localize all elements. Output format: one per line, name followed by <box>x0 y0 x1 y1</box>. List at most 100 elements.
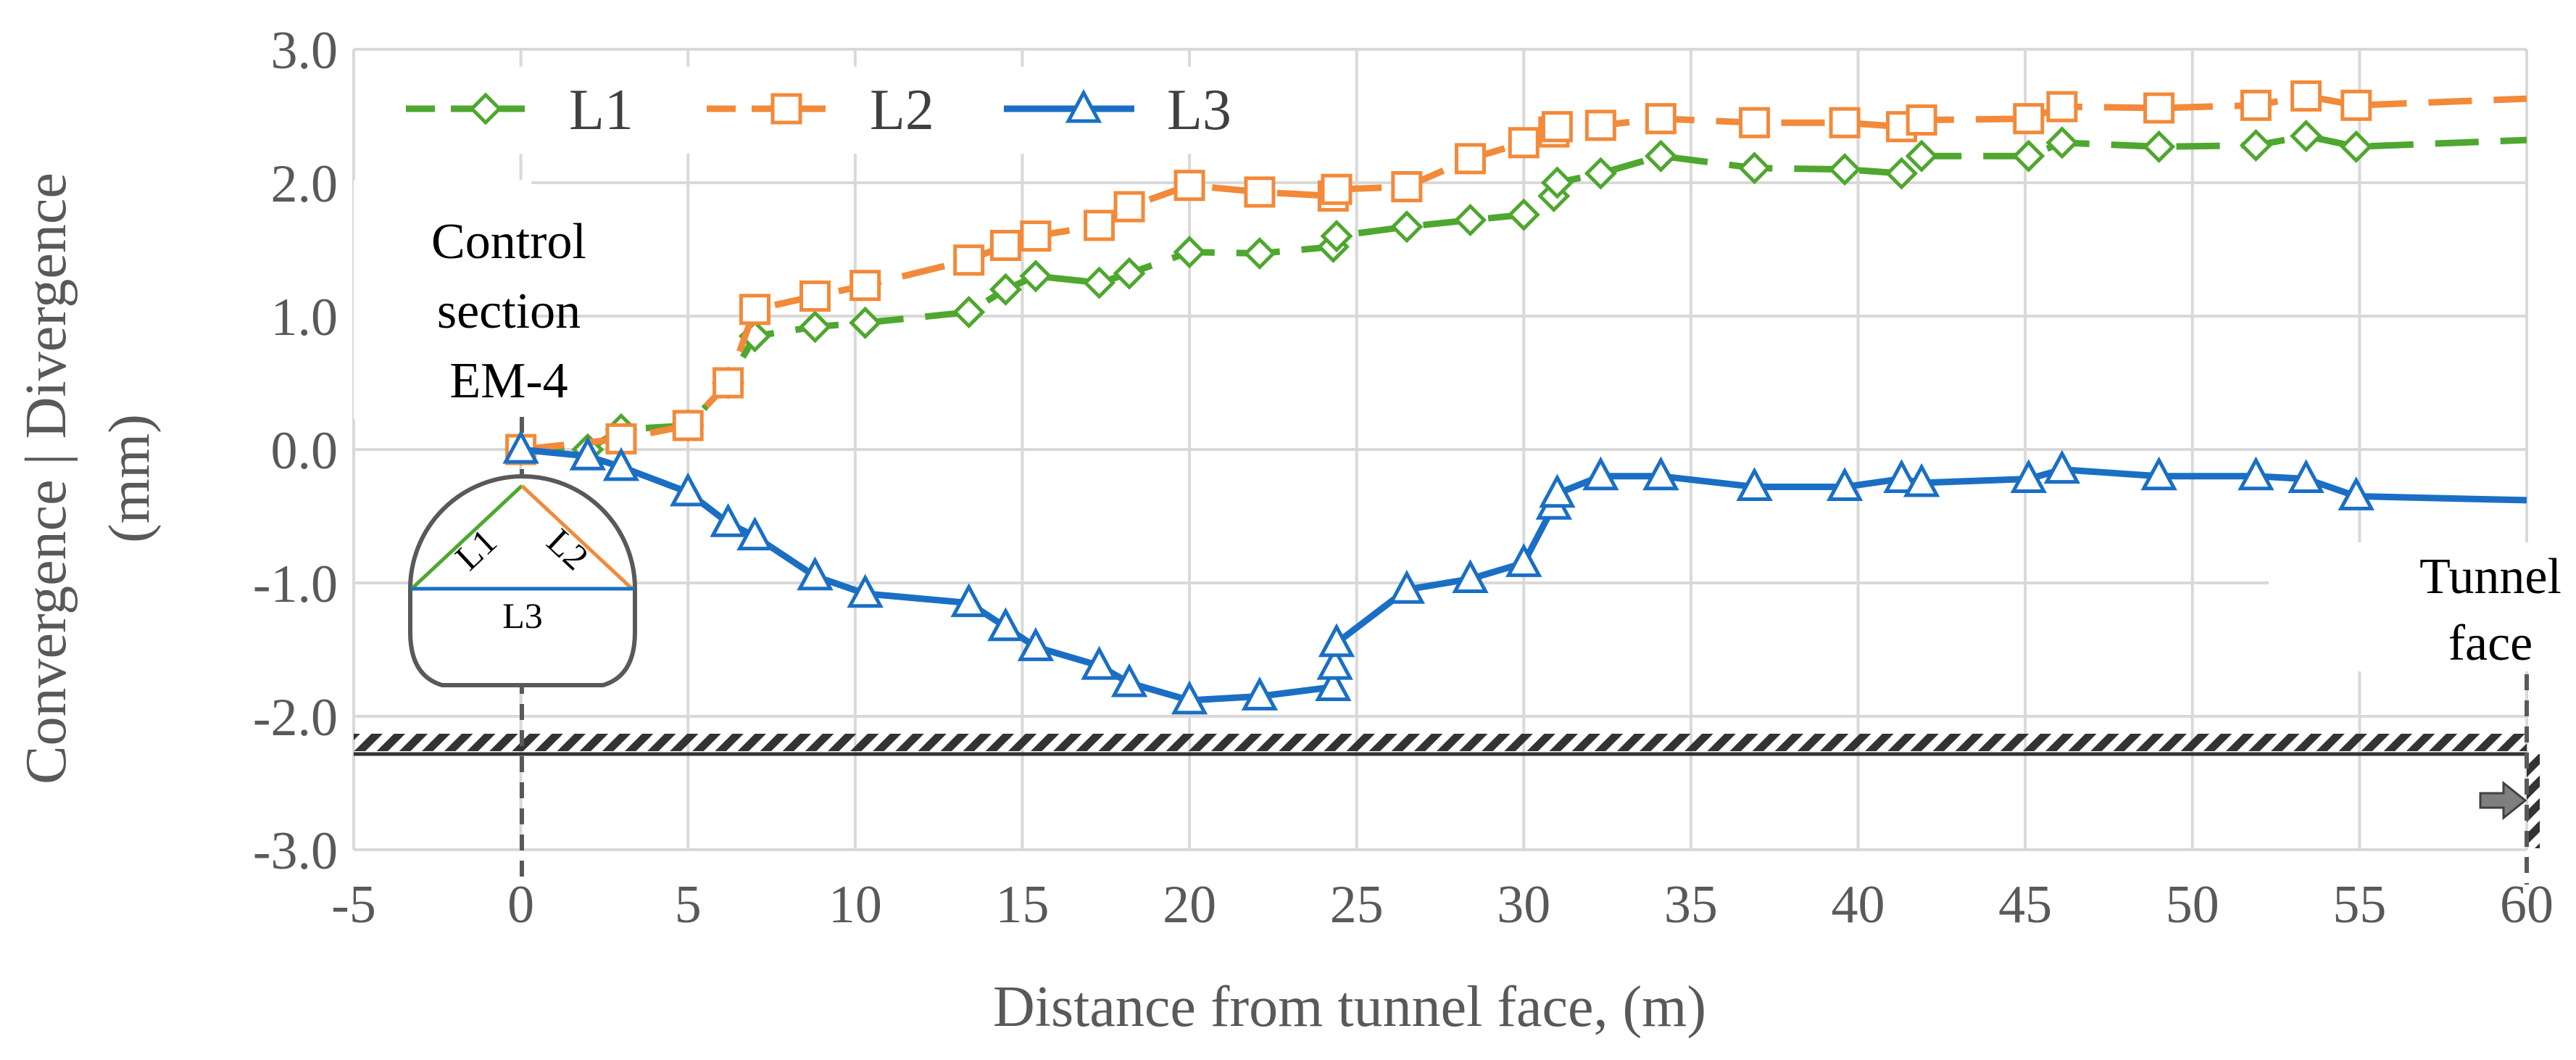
data-point-l1 <box>1173 236 1206 269</box>
data-point-l2 <box>1541 111 1573 143</box>
y-tick-label: -2.0 <box>253 688 338 748</box>
x-tick-label: 20 <box>1163 875 1216 935</box>
data-point-l2 <box>2046 91 2078 123</box>
legend-marker-l2 <box>770 93 802 125</box>
data-point-l3 <box>1318 623 1355 658</box>
data-point-l2 <box>1244 176 1276 208</box>
data-point-l3 <box>1452 559 1489 593</box>
data-point-l3 <box>1883 459 1920 493</box>
y-tick-label: 2.0 <box>271 154 338 214</box>
x-tick-label: 0 <box>507 875 534 935</box>
data-point-l3 <box>2140 456 2177 491</box>
data-point-l3 <box>1316 645 1353 680</box>
data-point-l1 <box>2239 128 2272 162</box>
y-axis-ticks: 3.0 2.0 1.0 0.0 -1.0 -2.0 -3.0 <box>253 21 338 881</box>
data-point-l2 <box>2143 92 2175 124</box>
y-tick-label: 0.0 <box>271 421 338 481</box>
tunnel-hatch-strip <box>354 734 2527 751</box>
data-point-l2 <box>1391 171 1423 203</box>
tunnel-face-hatch <box>2527 754 2540 848</box>
data-point-l3 <box>950 583 987 618</box>
data-point-l2 <box>1020 220 1052 252</box>
data-point-l3 <box>1642 456 1679 491</box>
data-point-l3 <box>2043 450 2081 484</box>
x-tick-label: 15 <box>995 875 1049 935</box>
data-point-l1 <box>1540 166 1574 199</box>
x-tick-label: 55 <box>2332 875 2386 935</box>
data-point-l1 <box>1453 203 1487 237</box>
data-point-l2 <box>2240 89 2272 121</box>
data-point-l1 <box>1584 157 1617 190</box>
data-point-l2 <box>1645 103 1677 135</box>
data-point-l2 <box>2340 89 2372 121</box>
y-tick-label: 3.0 <box>271 21 338 80</box>
section-label-l3: L3 <box>502 595 543 636</box>
data-point-l3 <box>1505 543 1542 577</box>
x-axis-ticks: -5 0 5 10 15 20 25 30 35 40 45 50 55 60 <box>331 875 2554 935</box>
tunnel-face-label-line2: face <box>2448 616 2533 671</box>
y-axis-title-line1: Convergence | Divergence <box>14 173 78 784</box>
data-point-l2 <box>989 229 1021 261</box>
data-point-l3 <box>1582 456 1619 491</box>
control-section-label-line2: section <box>437 283 581 339</box>
data-point-l1 <box>1113 257 1146 290</box>
data-point-l3 <box>1081 645 1118 680</box>
data-point-l1 <box>1885 157 1919 190</box>
series-layer <box>502 80 2527 715</box>
data-point-l1 <box>1083 266 1116 299</box>
data-point-l3 <box>710 502 747 537</box>
series-line-l2 <box>520 92 2527 453</box>
tunnel-cross-section-icon: L1 L2 L3 <box>408 474 637 687</box>
data-point-l1 <box>1905 139 1938 173</box>
data-point-l3 <box>1110 663 1148 697</box>
x-tick-label: 30 <box>1497 875 1550 935</box>
data-point-l1 <box>1320 220 1353 253</box>
legend-label-l1: L1 <box>569 78 633 142</box>
data-point-l2 <box>1084 210 1115 241</box>
data-point-l2 <box>712 367 744 399</box>
data-point-l2 <box>799 280 831 312</box>
y-axis-title-line2: (mm) <box>98 414 162 543</box>
data-point-l1 <box>1019 260 1052 293</box>
legend: L1 L2 L3 <box>406 78 1231 142</box>
data-point-l1 <box>2290 120 2323 153</box>
data-point-l1 <box>1507 198 1540 231</box>
data-point-l2 <box>739 294 770 326</box>
data-point-l3 <box>847 574 884 608</box>
data-point-l3 <box>1736 467 1773 502</box>
data-point-l3 <box>602 447 640 481</box>
y-tick-label: -3.0 <box>253 821 338 881</box>
advance-arrow-icon <box>2479 780 2527 821</box>
tunnel-outline <box>408 474 637 687</box>
data-point-l1 <box>2143 130 2176 163</box>
data-point-l3 <box>1017 627 1055 661</box>
data-point-l1 <box>1243 236 1276 270</box>
data-point-l1 <box>849 306 882 339</box>
data-point-l3 <box>1315 667 1352 702</box>
data-point-l3 <box>1171 680 1208 715</box>
data-point-l3 <box>1241 676 1279 711</box>
data-point-l1 <box>2012 139 2045 173</box>
data-point-l2 <box>1455 143 1487 175</box>
x-tick-label: 25 <box>1330 875 1384 935</box>
control-section-label-bg <box>354 180 531 419</box>
data-point-l2 <box>1508 127 1540 159</box>
x-axis-title: Distance from tunnel face, (m) <box>993 975 1706 1039</box>
data-point-l1 <box>2340 130 2373 163</box>
data-point-l1 <box>798 310 832 344</box>
legend-label-l3: L3 <box>1167 78 1231 142</box>
tunnel-face-label-bg <box>2269 542 2559 671</box>
x-tick-label: 45 <box>1998 875 2052 935</box>
data-point-l1 <box>1644 139 1677 173</box>
data-point-l3 <box>502 429 539 464</box>
data-point-l2 <box>1906 104 1937 136</box>
data-point-l2 <box>672 410 704 442</box>
data-point-l1 <box>2045 126 2079 160</box>
x-tick-label: 50 <box>2166 875 2219 935</box>
data-point-l2 <box>849 270 881 302</box>
y-tick-label: 1.0 <box>271 288 338 347</box>
data-point-l3 <box>1826 467 1864 502</box>
data-point-l3 <box>1539 473 1576 508</box>
data-point-l3 <box>2288 459 2324 493</box>
